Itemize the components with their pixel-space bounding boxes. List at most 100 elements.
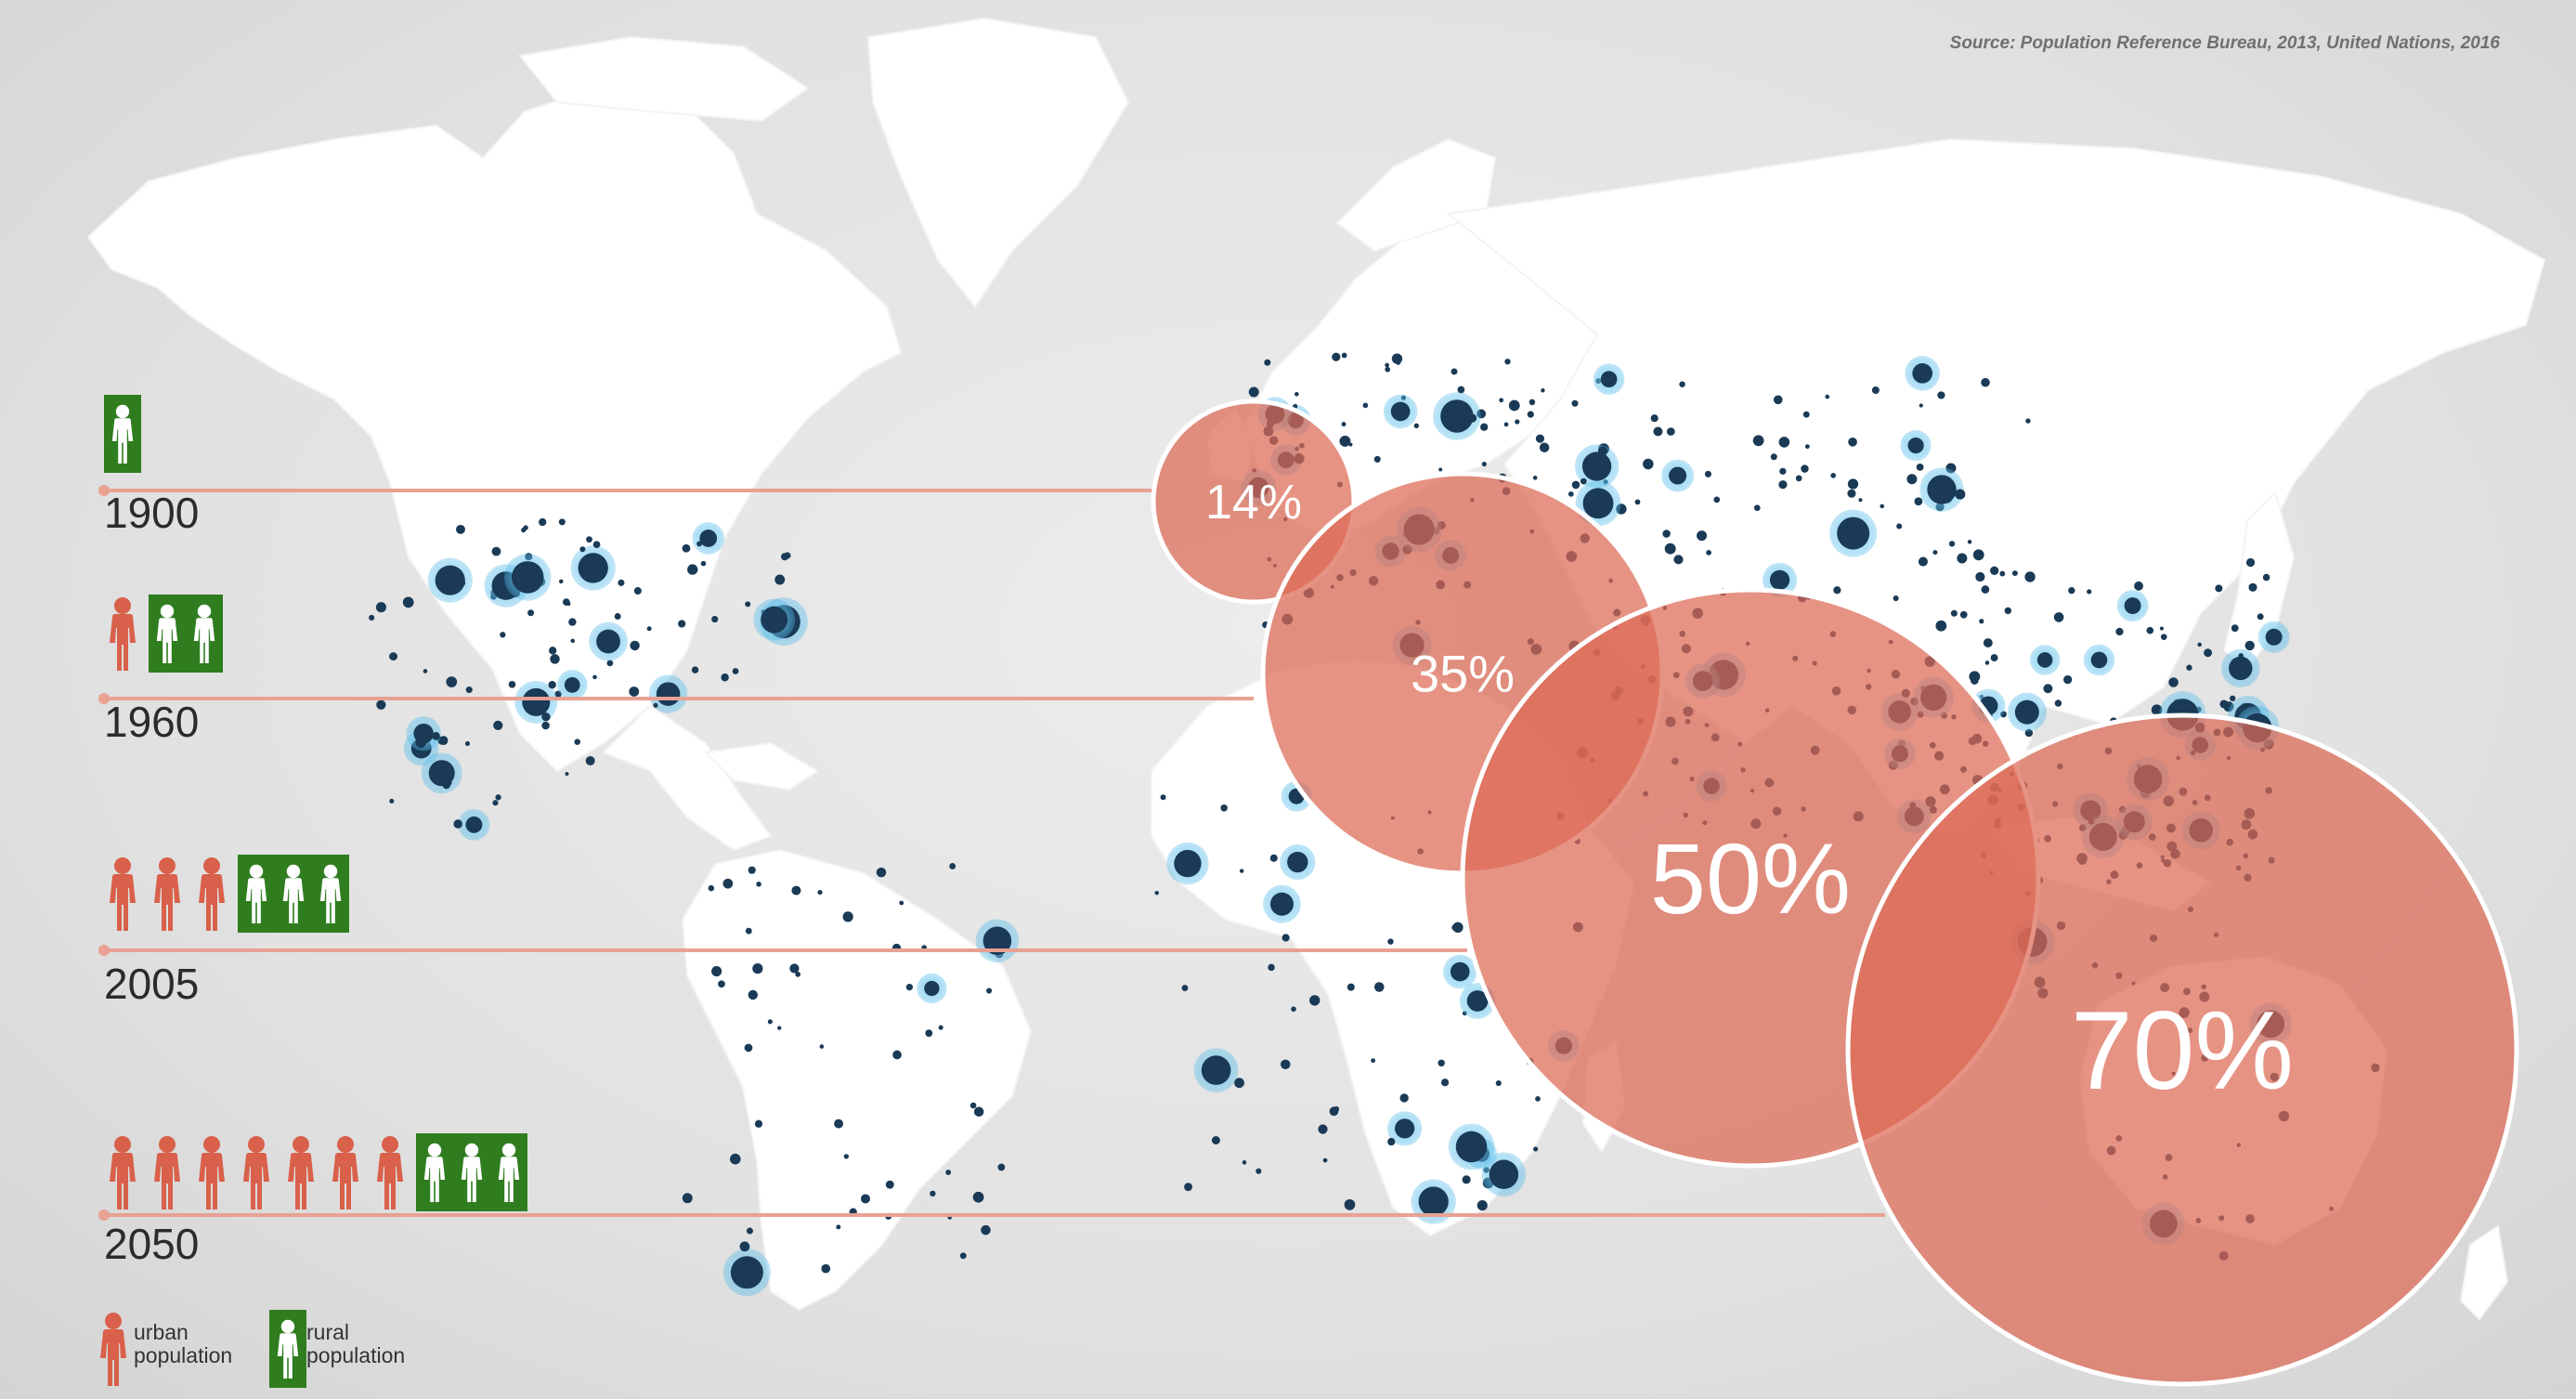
city-dot [558,518,566,526]
city-dot [777,1026,782,1030]
city-dot [458,579,466,587]
city-dot [1541,388,1545,393]
city-dot [1871,386,1880,395]
city-dot [1972,549,1984,561]
city-dot [592,541,601,549]
greenland [866,17,1130,308]
scandinavia [1335,137,1497,253]
city-dot [456,524,465,534]
city-dot [1969,671,1981,683]
city-dot [1371,1058,1376,1064]
city-dot [369,614,375,621]
urban-person-icon [110,597,136,671]
city-dot [1669,466,1687,485]
city-dot [564,676,580,693]
urban-person-icon [332,1136,358,1209]
city-dot [1395,1118,1415,1139]
legend-urban-line2: population [134,1343,233,1367]
city-dot [570,638,575,644]
legend-urban-line1: urban [134,1320,189,1344]
city-dot [972,1191,984,1203]
city-dot [2245,557,2256,568]
city-dot [1804,444,1810,450]
city-dot [986,987,993,994]
city-dot [1983,638,1993,647]
city-dot [969,1102,977,1109]
city-dot [1457,386,1465,394]
city-dot [574,739,580,745]
city-dot [997,1163,1006,1171]
city-dot [1801,464,1809,473]
timeline-dot-1960 [98,693,110,704]
city-dot [1332,352,1341,361]
city-dot [1932,550,1938,556]
city-dot [1753,504,1761,512]
city-dot [1281,934,1290,942]
rural-person-icon [104,395,141,473]
city-dot [1201,1055,1231,1085]
city-dot [791,885,801,896]
city-dot [1174,849,1202,878]
caribbean [703,741,819,791]
city-dot [1937,391,1945,399]
city-dot [1948,541,1956,547]
city-dot [2197,642,2202,647]
city-dot [606,660,614,667]
city-dot [1981,377,1990,387]
city-dot [2160,634,2167,640]
city-dot [1706,549,1711,556]
city-dot [1390,401,1411,422]
city-dot [834,1118,844,1129]
city-dot [745,601,751,608]
south-america [681,848,1033,1312]
city-dot [2134,581,2143,591]
city-dot [1264,359,1271,366]
city-dot [389,652,398,661]
city-dot [465,686,473,694]
city-dot [578,553,608,583]
city-dot [1495,1079,1502,1087]
city-dot [1950,609,1958,617]
year-label-1900: 1900 [104,489,200,537]
city-dot [1503,422,1509,427]
city-dot [2025,418,2031,424]
city-dot [1459,968,1464,973]
city-dot [493,720,503,730]
city-dot [1387,1137,1396,1146]
city-dot [1533,1146,1539,1152]
city-dot [1673,555,1684,565]
city-dot [1181,985,1189,991]
city-dot [1418,1186,1449,1217]
city-dot [752,962,763,974]
city-dot [1344,1198,1356,1210]
city-dot [1662,530,1671,538]
city-dot [579,546,586,553]
city-dot [767,1019,773,1025]
city-dot [1896,523,1903,530]
city-dot [1643,458,1654,470]
city-dot [1413,423,1420,429]
city-dot [2231,624,2239,633]
city-dot [1362,402,1369,409]
person-icon-urban [100,1313,126,1386]
city-dot [1387,938,1394,945]
city-dot [2146,626,2154,634]
city-dot [696,541,702,547]
city-dot [2204,648,2213,658]
city-dot [748,866,756,874]
city-dot [1918,556,1928,567]
legend-rural-line2: population [306,1343,406,1367]
urban-person-icon [110,857,136,931]
rural-person-icon [312,855,349,933]
city-dot [1535,434,1545,443]
city-dot [1959,610,1968,619]
city-dot [781,553,789,561]
city-dot [1440,399,1474,433]
city-dot [982,926,1012,955]
city-dot [2230,695,2236,701]
city-dot [819,1044,825,1049]
timeline-dot-1900 [98,485,110,496]
urban-person-icon [199,857,225,931]
city-dot [618,579,625,586]
city-dot [1927,475,1957,504]
